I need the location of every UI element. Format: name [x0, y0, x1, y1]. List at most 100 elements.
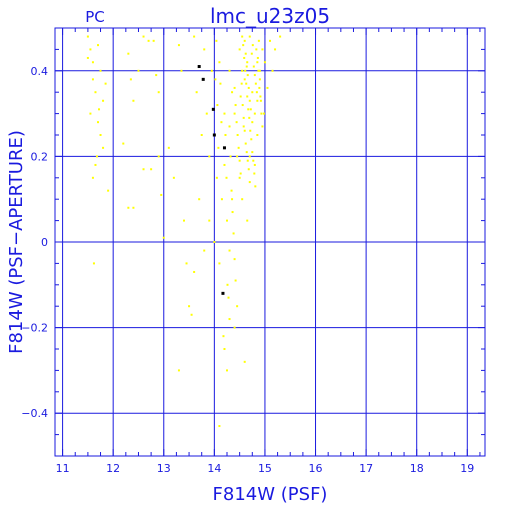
- point-0-95: [246, 74, 249, 77]
- point-0-142: [269, 39, 271, 42]
- point-0-18: [98, 108, 101, 111]
- point-0-170: [256, 61, 259, 64]
- point-0-61: [223, 348, 226, 350]
- x-tick-label-12: 12: [106, 462, 120, 475]
- point-0-65: [231, 198, 234, 201]
- point-0-164: [250, 138, 253, 141]
- point-0-112: [252, 65, 255, 68]
- point-0-94: [245, 65, 248, 68]
- point-0-66: [233, 326, 236, 329]
- point-0-116: [256, 56, 259, 59]
- point-0-21: [129, 78, 132, 81]
- point-0-46: [193, 35, 196, 38]
- point-0-172: [258, 86, 261, 89]
- point-0-71: [231, 91, 234, 94]
- point-0-14: [107, 189, 110, 192]
- corner-label: PC: [85, 8, 105, 26]
- point-0-126: [239, 172, 242, 175]
- point-0-84: [238, 176, 241, 179]
- point-0-73: [236, 155, 239, 158]
- point-0-138: [227, 296, 230, 299]
- point-0-34: [142, 35, 145, 38]
- point-0-149: [219, 82, 222, 85]
- point-0-59: [218, 262, 221, 265]
- point-0-114: [254, 82, 257, 85]
- point-0-42: [177, 369, 180, 372]
- point-0-60: [220, 198, 223, 201]
- x-tick-label-11: 11: [56, 462, 70, 475]
- point-0-120: [233, 86, 236, 89]
- point-0-108: [241, 104, 244, 107]
- point-0-110: [250, 52, 253, 55]
- point-0-11: [102, 146, 105, 149]
- point-0-12: [94, 163, 97, 166]
- point-0-122: [235, 121, 238, 124]
- x-axis-label: F814W (PSF): [213, 484, 328, 505]
- x-tick-label-13: 13: [157, 462, 171, 475]
- point-0-173: [259, 95, 262, 98]
- point-0-169: [255, 48, 258, 51]
- point-0-33: [160, 193, 163, 196]
- point-0-88: [248, 155, 251, 158]
- point-0-174: [260, 112, 263, 115]
- y-axis-label: F814W (PSF−APERTURE): [6, 130, 27, 354]
- point-0-151: [217, 146, 220, 149]
- point-0-78: [248, 35, 251, 38]
- point-0-32: [150, 168, 153, 171]
- point-0-39: [180, 69, 183, 72]
- point-0-5: [91, 78, 94, 81]
- point-0-43: [185, 262, 188, 265]
- point-0-144: [279, 35, 282, 38]
- point-0-124: [237, 146, 240, 149]
- point-0-7: [102, 99, 105, 102]
- point-0-36: [162, 236, 165, 239]
- point-0-48: [198, 198, 201, 201]
- point-1-3: [212, 133, 216, 137]
- point-0-145: [266, 86, 269, 89]
- y-tick-label-0: −0.4: [21, 407, 48, 420]
- point-0-128: [229, 155, 232, 158]
- point-0-115: [255, 91, 258, 94]
- point-0-53: [210, 69, 213, 72]
- x-tick-label-14: 14: [207, 462, 221, 475]
- point-0-91: [256, 99, 259, 102]
- point-0-8: [89, 112, 92, 115]
- point-0-26: [127, 206, 130, 209]
- point-0-101: [244, 142, 247, 145]
- point-0-37: [167, 146, 170, 149]
- point-0-131: [232, 232, 235, 235]
- point-0-80: [253, 112, 256, 115]
- point-0-132: [233, 258, 236, 261]
- point-0-3: [97, 44, 99, 47]
- point-0-9: [97, 121, 99, 124]
- point-0-109: [242, 125, 245, 128]
- point-0-146: [271, 69, 274, 72]
- y-tick-label-4: 0.4: [31, 65, 49, 78]
- point-0-119: [259, 99, 262, 102]
- point-0-111: [251, 44, 254, 47]
- point-0-24: [122, 142, 125, 145]
- point-0-77: [246, 61, 249, 64]
- point-0-56: [208, 219, 211, 222]
- point-0-79: [251, 91, 254, 94]
- point-0-141: [263, 61, 266, 64]
- point-0-23: [137, 69, 140, 72]
- point-0-159: [245, 82, 248, 85]
- point-0-16: [104, 82, 107, 85]
- point-0-136: [225, 176, 228, 179]
- point-0-0: [86, 35, 89, 38]
- point-0-148: [218, 61, 221, 64]
- point-1-4: [222, 146, 226, 150]
- point-0-150: [220, 121, 223, 124]
- point-0-89: [251, 121, 254, 124]
- point-0-118: [258, 78, 261, 81]
- point-0-49: [200, 134, 203, 136]
- point-0-100: [243, 129, 246, 132]
- point-0-135: [224, 134, 227, 136]
- point-0-1: [89, 48, 92, 51]
- point-0-72: [233, 112, 236, 115]
- point-0-107: [240, 82, 243, 85]
- point-0-113: [253, 74, 256, 77]
